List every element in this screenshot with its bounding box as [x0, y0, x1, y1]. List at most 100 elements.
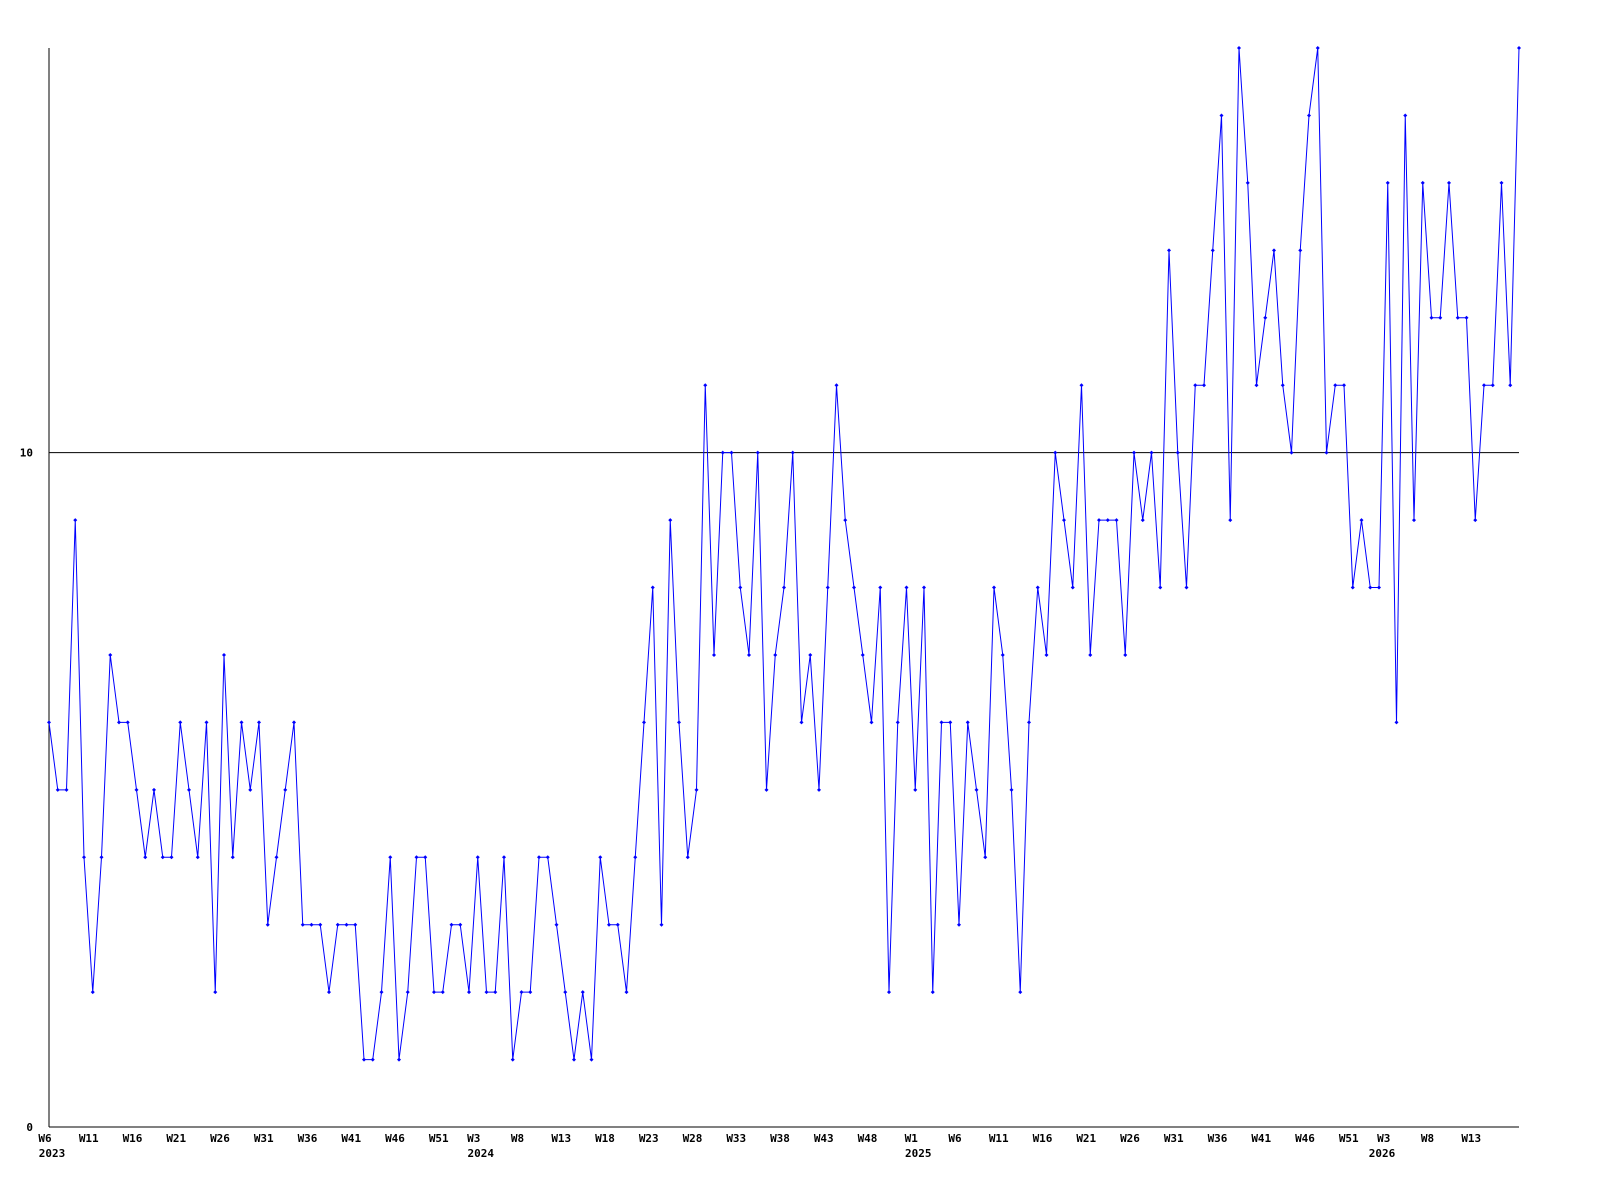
x-tick-label: W21	[166, 1132, 186, 1145]
point	[344, 922, 349, 927]
point	[292, 720, 296, 725]
x-tick-label: W21	[1076, 1132, 1096, 1145]
point	[1403, 113, 1408, 118]
point	[922, 585, 926, 590]
point	[668, 518, 673, 523]
point	[755, 450, 760, 455]
x-tick-label: W23	[639, 1132, 659, 1145]
point	[239, 720, 244, 725]
point	[1132, 450, 1136, 455]
point	[1508, 383, 1513, 388]
point	[817, 787, 821, 792]
point	[659, 922, 664, 927]
point	[1394, 720, 1399, 725]
point	[1210, 248, 1215, 253]
x-tick-label: W33	[726, 1132, 746, 1145]
point	[432, 990, 436, 995]
point	[895, 720, 900, 725]
point	[1219, 113, 1224, 118]
x-year-label: 2023	[39, 1147, 66, 1160]
x-tick-label: W46	[385, 1132, 405, 1145]
point	[335, 922, 340, 927]
point	[528, 990, 533, 995]
point	[108, 652, 113, 657]
point	[73, 518, 78, 523]
point	[230, 855, 235, 860]
point	[887, 990, 891, 995]
point	[799, 720, 804, 725]
point	[1438, 315, 1443, 320]
point	[370, 1057, 375, 1062]
x-tick-label: W51	[429, 1132, 449, 1145]
point	[720, 450, 725, 455]
point	[1420, 180, 1425, 185]
point	[1175, 450, 1180, 455]
point	[1097, 518, 1101, 523]
point	[1315, 46, 1320, 50]
point	[1027, 720, 1031, 725]
point	[580, 990, 585, 995]
point	[1359, 518, 1364, 523]
point	[1158, 585, 1163, 590]
x-tick-label: W16	[1033, 1132, 1053, 1145]
point	[1184, 585, 1189, 590]
point	[187, 787, 191, 792]
point	[650, 585, 655, 590]
x-tick-label: W38	[770, 1132, 790, 1145]
point	[738, 585, 743, 590]
x-tick-label: W11	[79, 1132, 99, 1145]
point	[1123, 652, 1128, 657]
point	[1324, 450, 1329, 455]
point	[467, 990, 471, 995]
point	[1053, 450, 1058, 455]
point	[222, 652, 226, 657]
point	[1333, 383, 1338, 388]
point	[773, 652, 778, 657]
point	[519, 990, 524, 995]
point	[545, 855, 550, 860]
point	[1517, 46, 1521, 50]
x-tick-label: W46	[1295, 1132, 1315, 1145]
x-tick-label: W16	[123, 1132, 143, 1145]
point	[99, 855, 104, 860]
point	[82, 855, 86, 860]
point	[1385, 180, 1390, 185]
x-tick-label: W28	[683, 1132, 703, 1145]
x-tick-label: W31	[254, 1132, 274, 1145]
point	[712, 652, 716, 657]
point	[1228, 518, 1233, 523]
point	[1202, 383, 1206, 388]
point	[764, 787, 769, 792]
point	[1455, 315, 1460, 320]
point	[1429, 315, 1434, 320]
x-year-label: 2025	[905, 1147, 932, 1160]
point	[1149, 450, 1154, 455]
point	[948, 720, 953, 725]
point	[1298, 248, 1303, 253]
x-tick-label: W36	[1208, 1132, 1228, 1145]
x-tick-label: W51	[1339, 1132, 1359, 1145]
point	[878, 585, 883, 590]
point	[834, 383, 839, 388]
point	[90, 990, 95, 995]
point	[965, 720, 970, 725]
point	[1473, 518, 1478, 523]
point	[64, 787, 69, 792]
point	[589, 1057, 594, 1062]
x-tick-label: W43	[814, 1132, 834, 1145]
point	[747, 652, 751, 657]
point	[633, 855, 638, 860]
x-tick-label: W1	[905, 1132, 919, 1145]
x-tick-label: W26	[210, 1132, 230, 1145]
point	[248, 787, 253, 792]
point	[703, 383, 708, 388]
point	[388, 855, 393, 860]
x-tick-label: W3	[1377, 1132, 1390, 1145]
x-tick-label: W13	[551, 1132, 571, 1145]
point	[615, 922, 620, 927]
point	[1062, 518, 1066, 523]
point	[1167, 248, 1171, 253]
point	[1237, 46, 1241, 50]
point	[449, 922, 454, 927]
x-tick-label: W18	[595, 1132, 615, 1145]
